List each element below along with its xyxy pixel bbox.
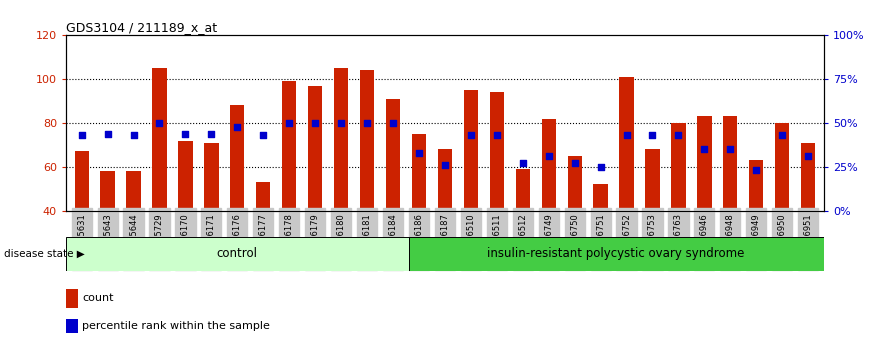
Bar [204, 143, 218, 211]
Point [100, 131, 115, 136]
Bar [723, 116, 737, 211]
Point [775, 132, 789, 138]
Point [360, 120, 374, 126]
Bar [542, 119, 556, 211]
Bar [646, 149, 660, 211]
Bar [308, 86, 322, 211]
Bar [490, 92, 504, 211]
Point [152, 120, 167, 126]
Bar [411, 134, 426, 211]
Bar [152, 68, 167, 211]
Bar [75, 152, 89, 211]
Bar [409, 237, 824, 271]
Point [256, 132, 270, 138]
Bar [594, 184, 608, 211]
Bar [671, 123, 685, 211]
Point [282, 120, 296, 126]
Bar [256, 182, 270, 211]
Bar [282, 81, 296, 211]
Bar [334, 68, 348, 211]
Bar [360, 70, 374, 211]
Point [671, 132, 685, 138]
Point [515, 160, 529, 166]
Point [412, 150, 426, 156]
Point [386, 120, 400, 126]
Point [127, 132, 141, 138]
Bar [775, 123, 789, 211]
Point [438, 162, 452, 168]
Bar [386, 99, 400, 211]
Point [75, 132, 89, 138]
Bar [515, 169, 529, 211]
Point [801, 154, 815, 159]
Bar [463, 90, 478, 211]
Point [619, 132, 633, 138]
Point [490, 132, 504, 138]
Point [749, 167, 763, 173]
Bar [438, 149, 452, 211]
Text: control: control [217, 247, 258, 261]
Text: disease state ▶: disease state ▶ [4, 249, 85, 259]
Point [698, 147, 712, 152]
Text: GDS3104 / 211189_x_at: GDS3104 / 211189_x_at [66, 21, 218, 34]
Bar [697, 116, 712, 211]
Bar [749, 160, 764, 211]
Text: percentile rank within the sample: percentile rank within the sample [82, 321, 270, 331]
Point [178, 131, 192, 136]
Bar [100, 171, 115, 211]
Point [542, 154, 556, 159]
Text: count: count [82, 293, 114, 303]
Text: insulin-resistant polycystic ovary syndrome: insulin-resistant polycystic ovary syndr… [487, 247, 744, 261]
Point [204, 131, 218, 136]
Bar [619, 77, 633, 211]
Point [334, 120, 348, 126]
Point [723, 147, 737, 152]
Point [308, 120, 322, 126]
Bar [178, 141, 193, 211]
Bar [126, 171, 141, 211]
Point [646, 132, 660, 138]
Point [567, 160, 581, 166]
Point [230, 124, 244, 129]
Point [594, 164, 608, 170]
Bar [801, 143, 815, 211]
Bar [567, 156, 581, 211]
Bar [66, 237, 409, 271]
Point [463, 132, 478, 138]
Bar [230, 105, 244, 211]
